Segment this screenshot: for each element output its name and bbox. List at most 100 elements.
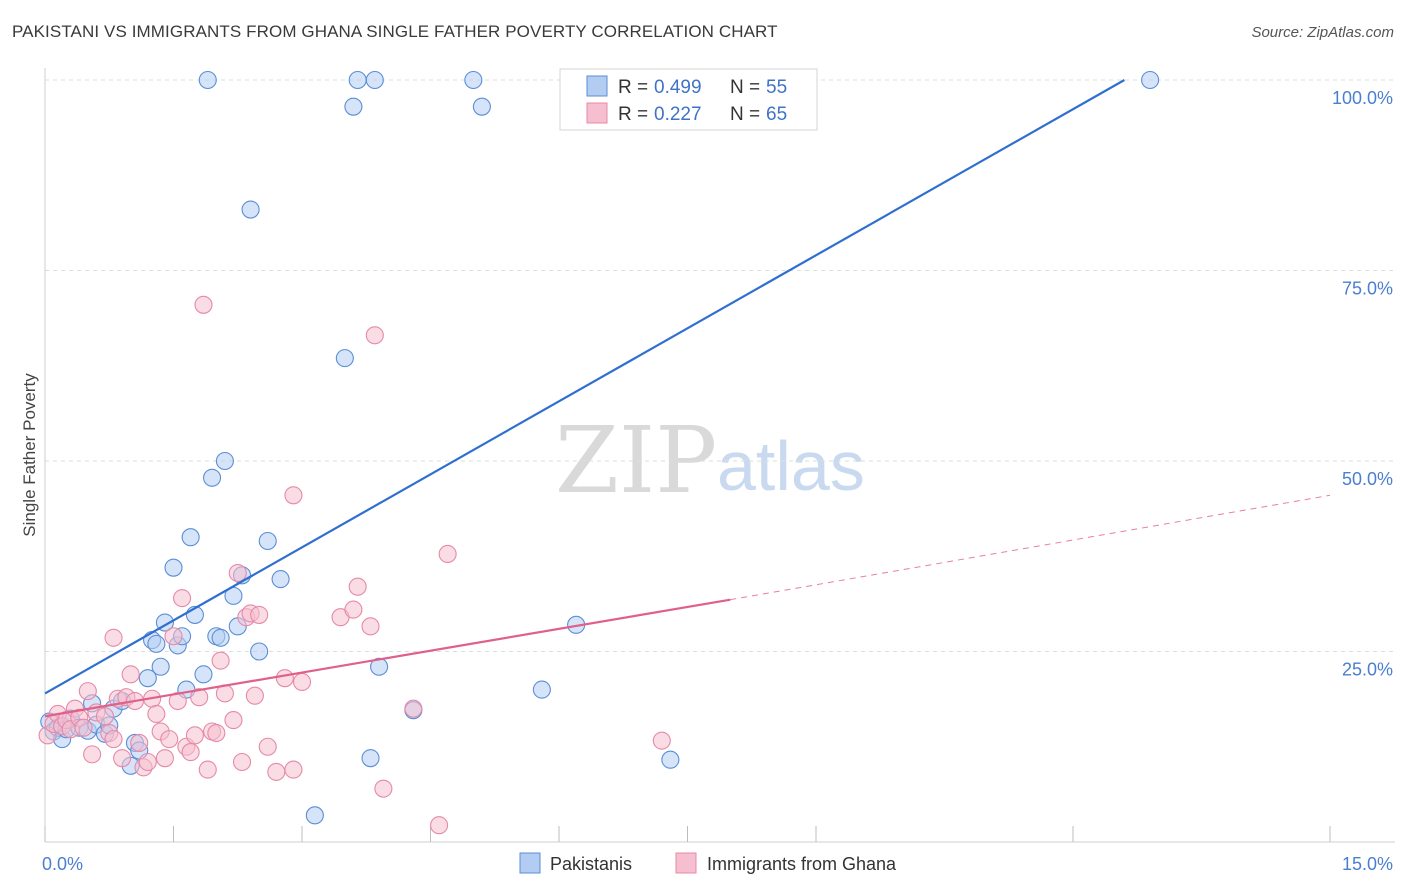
grid [45,79,1395,652]
chart-source: Source: ZipAtlas.com [1251,24,1394,41]
legend-n-value-2: 65 [766,104,787,125]
point-ghana-23 [138,752,157,772]
legend: R = 0.499 N = 55 R = 0.227 N = 65 [559,68,818,131]
legend-n-label-2: N = [730,104,760,125]
point-ghana-25 [147,704,166,724]
data-points [38,70,1160,835]
point-ghana-35 [190,688,209,707]
point-ghana-16 [104,628,123,647]
point-pakistanis-49 [464,70,483,90]
x-tick-label-max: 15.0% [1342,854,1393,874]
point-ghana-51 [275,669,294,688]
y-tick-label-25: 25.0% [1342,660,1393,680]
legend-r-label-2: R = [618,104,648,125]
point-pakistanis-29 [198,70,217,90]
point-pakistanis-54 [1141,70,1160,90]
watermark-zip: ZIP [555,407,717,514]
point-ghana-64 [652,731,671,750]
point-pakistanis-30 [203,468,222,487]
trend-lines [44,79,1331,718]
legend-swatch-ghana [586,102,608,124]
bottom-legend-label-pakistanis: Pakistanis [550,854,632,874]
point-ghana-54 [292,672,312,692]
legend-r-value-2: 0.227 [654,104,702,125]
point-ghana-53 [284,486,303,505]
chart-title: PAKISTANI VS IMMIGRANTS FROM GHANA SINGL… [12,22,778,41]
point-ghana-60 [374,779,393,798]
point-ghana-52 [284,760,303,779]
point-pakistanis-26 [181,528,200,547]
point-ghana-61 [404,699,423,718]
point-ghana-36 [194,295,213,314]
point-ghana-33 [181,743,200,762]
point-pakistanis-47 [370,657,389,676]
y-tick-label-75: 75.0% [1342,279,1393,299]
axes: 25.0% 50.0% 75.0% 100.0% 0.0% 15.0% [42,68,1395,874]
point-pakistanis-19 [147,634,166,653]
point-ghana-48 [250,605,269,624]
point-pakistanis-45 [361,749,380,768]
legend-n-value-1: 55 [766,77,787,98]
point-ghana-34 [185,726,204,745]
point-pakistanis-46 [365,70,384,90]
point-ghana-21 [130,733,149,752]
point-ghana-12 [95,707,115,726]
point-pakistanis-51 [532,680,551,699]
point-pakistanis-20 [151,657,170,676]
point-ghana-50 [267,762,286,781]
point-pakistanis-41 [305,806,324,825]
point-ghana-58 [361,617,380,636]
point-ghana-31 [173,589,192,608]
legend-r-value-1: 0.499 [654,77,702,98]
point-ghana-42 [224,711,243,730]
point-ghana-28 [160,730,179,749]
point-ghana-9 [78,682,97,701]
legend-r-label-1: R = [618,77,648,98]
point-ghana-19 [121,665,140,684]
point-pakistanis-22 [164,558,183,577]
watermark-atlas: atlas [717,427,865,505]
y-axis-label: Single Father Poverty [20,373,39,537]
point-pakistanis-37 [241,200,260,219]
point-pakistanis-44 [348,70,367,90]
trend-line-pakistanis [44,79,1125,695]
point-ghana-44 [232,752,252,772]
point-ghana-39 [207,723,226,743]
point-ghana-57 [348,577,367,596]
point-pakistanis-53 [661,750,680,769]
point-ghana-62 [430,816,449,835]
point-pakistanis-33 [215,451,234,471]
point-pakistanis-28 [194,665,213,684]
point-pakistanis-39 [258,531,277,551]
bottom-legend-swatch-pakistanis [519,852,541,874]
y-tick-label-50: 50.0% [1342,469,1393,489]
point-pakistanis-50 [472,97,491,116]
point-ghana-56 [344,600,363,619]
point-ghana-49 [258,737,277,756]
point-ghana-30 [168,691,187,711]
point-ghana-27 [155,749,174,768]
y-tick-label-100: 100.0% [1332,88,1393,108]
point-ghana-29 [164,627,183,646]
point-pakistanis-17 [138,669,157,688]
point-ghana-8 [74,718,93,737]
bottom-legend-swatch-ghana [675,852,697,874]
point-pakistanis-38 [250,642,269,661]
point-ghana-63 [438,544,457,564]
point-ghana-10 [83,745,102,764]
trend-line-ghana-extension [730,494,1331,601]
trend-line-ghana [44,598,731,718]
bottom-legend-label-ghana: Immigrants from Ghana [707,854,897,874]
legend-swatch-pakistanis [586,75,608,97]
point-ghana-14 [104,730,123,749]
point-pakistanis-43 [344,97,363,116]
x-tick-label-min: 0.0% [42,854,83,874]
point-ghana-47 [245,686,264,705]
point-ghana-59 [365,326,384,345]
point-pakistanis-40 [271,570,290,589]
point-ghana-40 [211,651,230,670]
point-pakistanis-32 [211,628,230,647]
point-ghana-17 [113,749,132,768]
point-ghana-37 [198,760,217,779]
